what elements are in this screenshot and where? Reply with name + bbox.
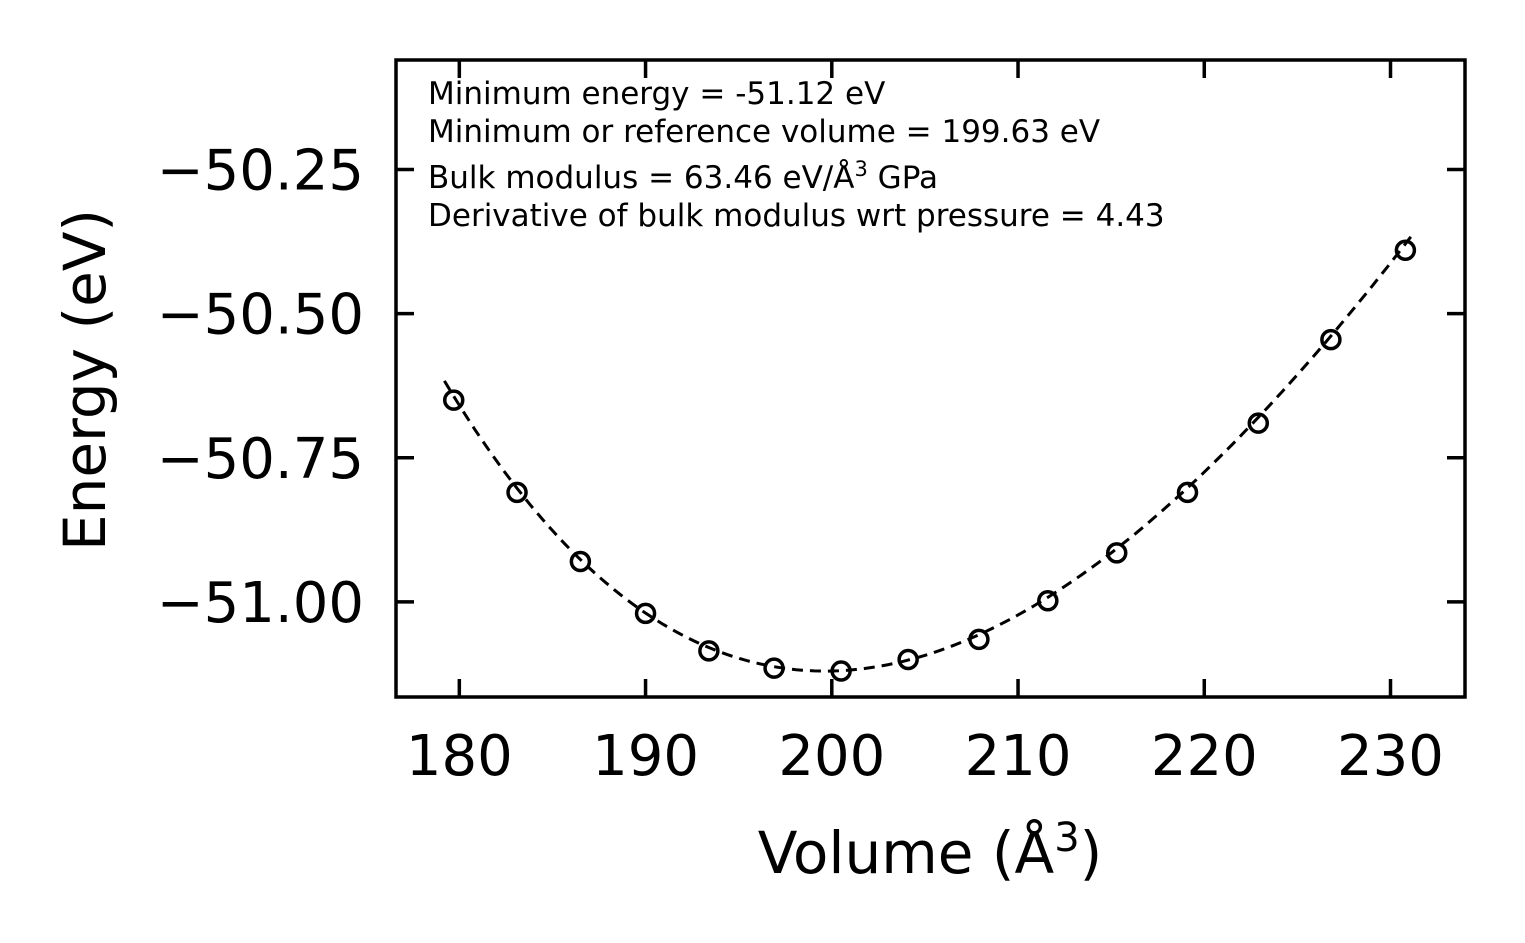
data-point — [506, 481, 528, 504]
annotation-bulk-modulus-sup: 3 — [854, 157, 867, 181]
data-point — [1105, 542, 1128, 564]
y-tick-label: −50.50 — [157, 283, 364, 348]
fit-layer — [443, 230, 1416, 673]
x-tick-label: 180 — [406, 724, 513, 789]
plot-frame — [394, 58, 1467, 699]
annotation-min-energy: Minimum energy = -51.12 eV — [428, 76, 885, 112]
data-point — [1176, 481, 1199, 504]
data-point — [830, 660, 852, 682]
x-tick-label: 200 — [778, 724, 885, 789]
x-axis-title-close: ) — [1080, 819, 1103, 887]
annotation-bulk-modulus-post: GPa — [868, 160, 938, 196]
data-point — [1320, 328, 1342, 351]
data-point — [634, 602, 657, 625]
data-point — [1247, 412, 1270, 434]
x-tick-label: 220 — [1151, 724, 1258, 789]
x-tick-label: 210 — [965, 724, 1072, 789]
annotation-bulk-modulus-pre: Bulk modulus = 63.46 eV/Å — [428, 160, 854, 196]
fit-curve — [443, 230, 1416, 673]
y-tick-label: −50.75 — [157, 427, 364, 492]
annotation-min-volume: Minimum or reference volume = 199.63 eV — [428, 114, 1100, 150]
points-layer — [442, 239, 1417, 682]
x-axis-title: Volume (Å3) — [758, 815, 1103, 887]
data-point — [569, 550, 592, 573]
data-point — [763, 657, 785, 679]
ticks-layer: 180 190 200 210 220 230 −50.25 −50.50 −50.75 −51.… — [157, 60, 1465, 789]
y-axis-title: Energy (eV) — [51, 209, 119, 551]
x-tick-label: 190 — [592, 724, 699, 789]
annotation-bulk-modulus: Bulk modulus = 63.46 eV/Å3 GPa — [428, 157, 938, 196]
x-tick-label: 230 — [1337, 724, 1444, 789]
x-axis-title-main: Volume (Å — [758, 818, 1055, 887]
data-point — [1394, 239, 1417, 261]
x-axis-title-sup: 3 — [1054, 815, 1079, 861]
y-tick-label: −50.25 — [157, 139, 364, 204]
data-point — [968, 628, 990, 651]
annotation-bulk-modulus-derivative: Derivative of bulk modulus wrt pressure … — [428, 198, 1165, 234]
data-point — [442, 389, 465, 411]
y-tick-label: −51.00 — [157, 571, 364, 636]
data-point — [897, 648, 919, 671]
data-point — [1037, 589, 1059, 612]
data-point — [698, 640, 720, 662]
